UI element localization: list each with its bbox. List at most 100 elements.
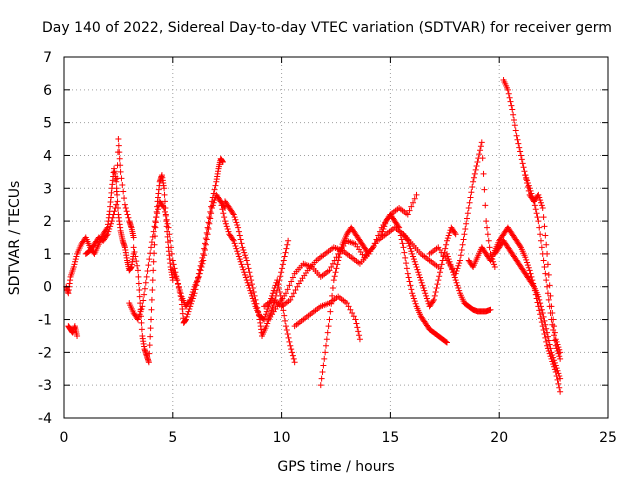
data-point <box>164 220 171 227</box>
data-point <box>551 357 558 364</box>
data-point <box>537 199 544 206</box>
data-point <box>401 249 408 256</box>
data-point <box>551 323 558 330</box>
data-point <box>479 155 486 162</box>
data-point <box>220 210 227 217</box>
series-s8 <box>222 198 292 339</box>
data-point <box>161 208 168 215</box>
data-point <box>132 253 139 260</box>
data-point <box>375 232 382 239</box>
data-point <box>451 274 458 281</box>
data-point <box>416 271 423 278</box>
series-s3 <box>82 136 137 257</box>
data-point <box>540 257 547 264</box>
data-point <box>432 288 439 295</box>
data-point <box>106 225 113 232</box>
data-point <box>537 311 544 318</box>
data-point <box>193 282 200 289</box>
data-point <box>249 285 256 292</box>
data-point <box>166 231 173 238</box>
data-point <box>379 228 386 235</box>
data-point <box>221 214 228 221</box>
data-point <box>318 375 325 382</box>
series-s7 <box>217 198 298 366</box>
data-point <box>543 338 550 345</box>
data-point <box>208 204 215 211</box>
data-point <box>536 224 543 231</box>
data-point <box>207 208 214 215</box>
data-point <box>162 212 169 219</box>
data-point <box>209 194 216 201</box>
data-point <box>276 277 283 284</box>
data-point <box>279 261 286 268</box>
data-point <box>353 320 360 327</box>
data-point <box>235 224 242 231</box>
data-point <box>263 308 270 315</box>
data-point <box>369 244 376 251</box>
data-point <box>229 210 236 217</box>
data-point <box>406 243 413 250</box>
data-point <box>442 245 449 252</box>
data-point <box>490 258 497 265</box>
y-tick-label: 7 <box>43 50 52 66</box>
data-point <box>548 303 555 310</box>
data-point <box>404 237 411 244</box>
data-point <box>286 282 293 289</box>
data-point <box>420 285 427 292</box>
data-point <box>467 194 474 201</box>
data-point <box>136 293 143 300</box>
data-point <box>421 287 428 294</box>
data-point <box>284 241 291 248</box>
data-point <box>518 156 525 163</box>
data-point <box>535 191 542 198</box>
data-point <box>151 223 158 230</box>
data-point <box>269 290 276 297</box>
data-point <box>233 245 240 252</box>
data-point <box>516 144 523 151</box>
data-point <box>544 283 551 290</box>
axes: 0 5 10 15 20 25 -4 -3 -2 -1 0 1 2 3 4 5 6 7 <box>38 50 617 446</box>
data-point <box>437 265 444 272</box>
data-point <box>436 273 443 280</box>
data-point <box>282 323 289 330</box>
data-point <box>246 269 253 276</box>
data-point <box>141 285 148 292</box>
data-point <box>238 261 245 268</box>
data-point <box>113 201 120 208</box>
data-point <box>117 162 124 169</box>
data-point <box>202 246 209 253</box>
data-point <box>122 204 129 211</box>
data-point <box>289 274 296 281</box>
data-point <box>278 269 285 276</box>
data-point <box>412 261 419 268</box>
data-point <box>537 231 544 238</box>
data-point <box>484 224 491 231</box>
data-point <box>280 257 287 264</box>
data-point <box>237 258 244 265</box>
data-point <box>72 256 79 263</box>
data-point <box>208 203 215 210</box>
series-s6 <box>169 155 226 326</box>
data-point <box>230 211 237 218</box>
data-point <box>472 166 479 173</box>
data-point <box>550 316 557 323</box>
data-point <box>150 228 157 235</box>
data-point <box>219 159 226 166</box>
data-point <box>526 267 533 274</box>
data-point <box>535 293 542 300</box>
data-point <box>556 384 563 391</box>
x-tick-label: 10 <box>273 430 291 446</box>
data-point <box>277 273 284 280</box>
data-point <box>168 244 175 251</box>
series-s18 <box>491 237 564 382</box>
data-point <box>454 282 461 289</box>
data-point <box>557 375 564 382</box>
data-point <box>325 323 332 330</box>
y-axis-label: SDTVAR / TECUs <box>7 181 23 296</box>
data-point <box>134 262 141 269</box>
y-tick-label: 1 <box>43 247 52 263</box>
data-point <box>236 232 243 239</box>
data-point <box>487 306 494 313</box>
data-point <box>430 298 437 305</box>
data-point <box>458 246 465 253</box>
